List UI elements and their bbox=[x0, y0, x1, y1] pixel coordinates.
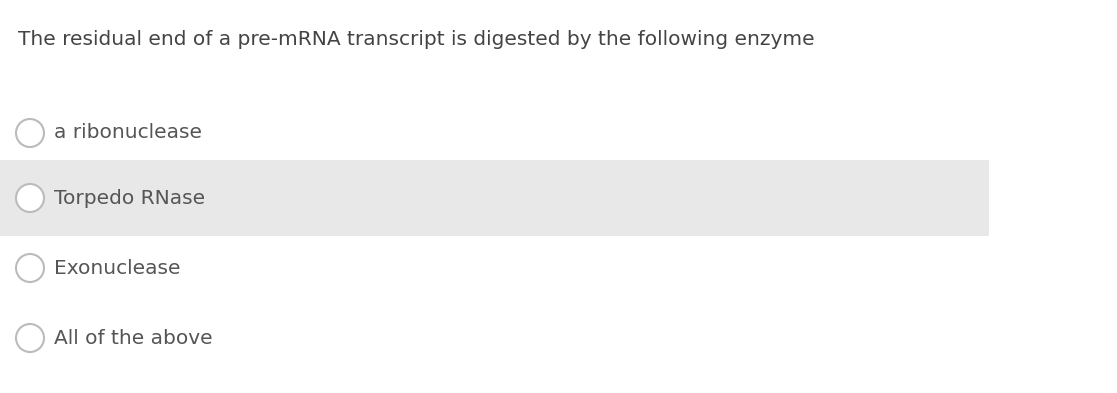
Text: Torpedo RNase: Torpedo RNase bbox=[54, 189, 206, 208]
Bar bbox=[0, 160, 989, 236]
Text: Exonuclease: Exonuclease bbox=[54, 259, 181, 277]
Ellipse shape bbox=[16, 184, 44, 212]
Text: The residual end of a pre-mRNA transcript is digested by the following enzyme: The residual end of a pre-mRNA transcrip… bbox=[18, 30, 814, 49]
Text: All of the above: All of the above bbox=[54, 329, 212, 347]
Ellipse shape bbox=[16, 324, 44, 352]
Ellipse shape bbox=[16, 119, 44, 147]
Text: a ribonuclease: a ribonuclease bbox=[54, 123, 202, 143]
Ellipse shape bbox=[16, 254, 44, 282]
